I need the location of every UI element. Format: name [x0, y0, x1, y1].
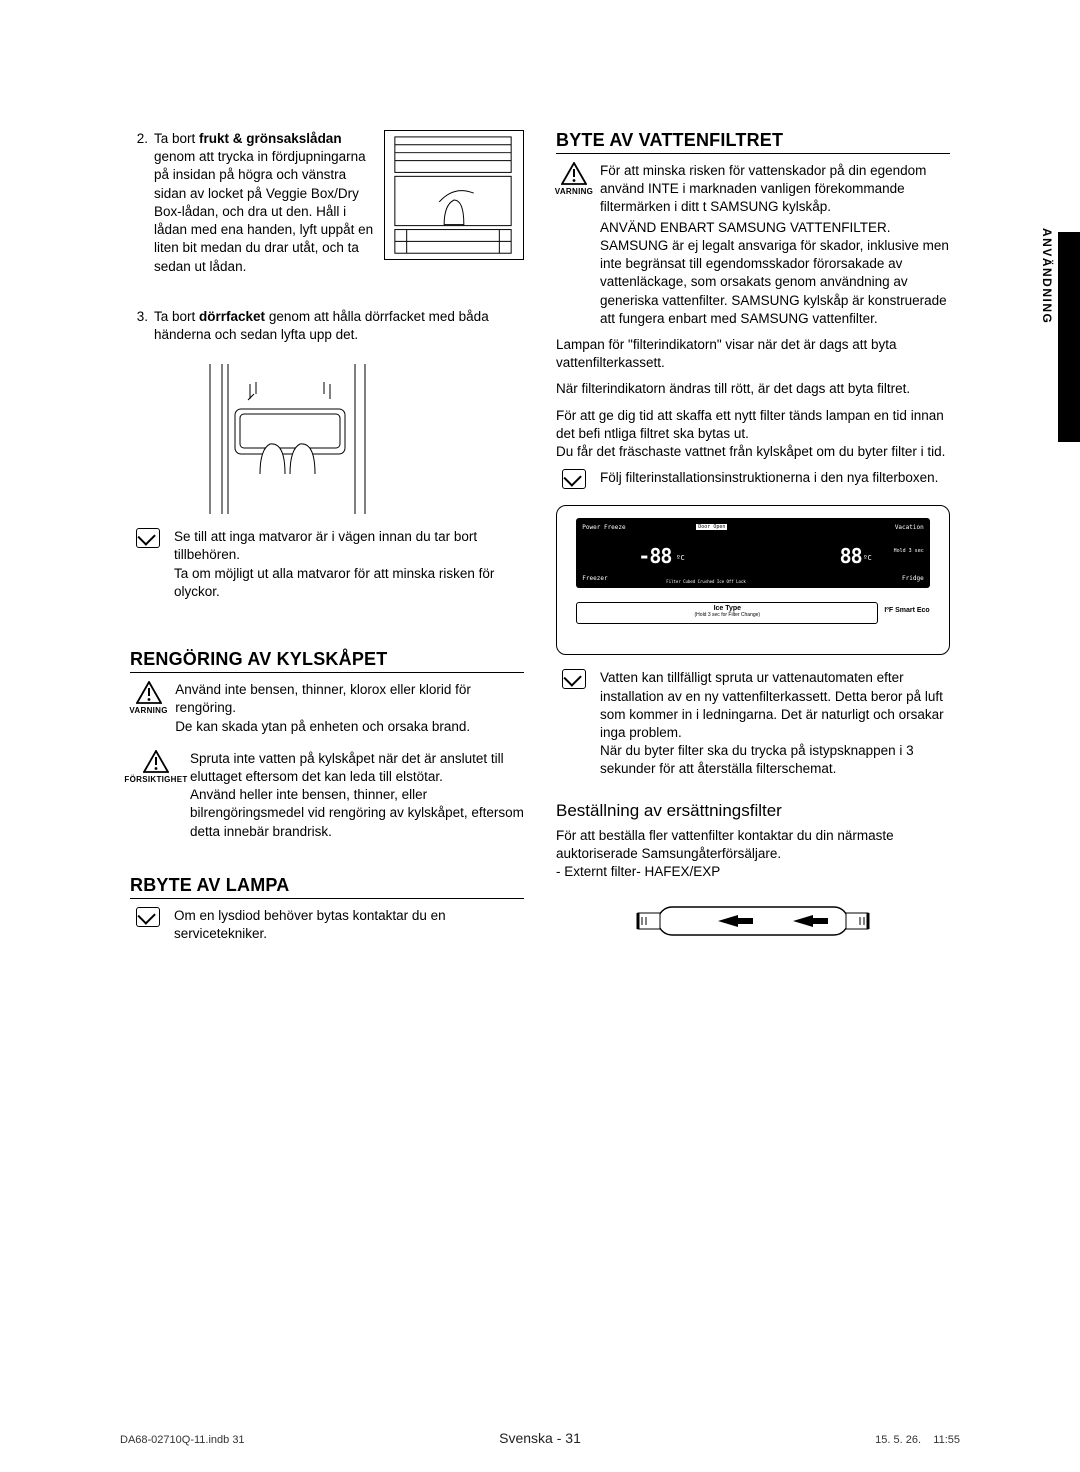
note-spray-a: Vatten kan tillfälligt spruta ur vattena…: [600, 669, 950, 742]
note-accessories: Se till att inga matvaror är i vägen inn…: [130, 528, 524, 601]
footer-page: - 31: [557, 1430, 581, 1446]
panel-ice-type: Ice Type: [577, 605, 877, 612]
step-3: 3. Ta bort dörrfacket genom att hålla dö…: [130, 308, 524, 344]
panel-ice-sub: (Hold 3 sec for Filter Change): [577, 612, 877, 618]
step-3-body: Ta bort dörrfacket genom att hålla dörrf…: [154, 308, 524, 344]
warn-2b: Använd heller inte bensen, thinner, elle…: [190, 786, 524, 841]
step-2-num: 2.: [130, 130, 148, 276]
note-spray-b: När du byter filter ska du trycka på ist…: [600, 742, 950, 778]
caution-label: FÖRSIKTIGHET: [124, 775, 187, 786]
heading-lamp: RBYTE AV LAMPA: [130, 875, 524, 899]
panel-fridge: Fridge: [902, 575, 924, 582]
warn-1b: De kan skada ytan på enheten och orsaka …: [175, 718, 524, 736]
page-content: 2.: [130, 130, 950, 1290]
panel-vacation: Vacation: [895, 524, 924, 531]
step-3-lead: Ta bort: [154, 309, 199, 324]
step-3-num: 3.: [130, 308, 148, 344]
left-column: 2.: [130, 130, 528, 1290]
panel-hold: Hold 3 sec: [894, 548, 924, 554]
footer-right: 15. 5. 26. 11:55: [875, 1434, 960, 1446]
warning-label: VARNING: [129, 706, 167, 717]
step-2-tail: genom att trycka in fördjupningarna på i…: [154, 149, 373, 273]
note-follow-text: Följ filterinstallationsinstruktionerna …: [600, 469, 938, 489]
note-1b: Ta om möjligt ut alla matvaror för att m…: [174, 565, 524, 601]
drawer-figure: [384, 130, 524, 260]
order-text: För att beställa fler vattenfilter konta…: [556, 827, 950, 882]
filter-warning-text: För att minska risken för vattenskador p…: [600, 162, 950, 328]
door-bin-figure: [190, 364, 390, 514]
para-indicator-red: När filterindikatorn ändras till rött, ä…: [556, 380, 950, 398]
para-time-a: För att ge dig tid att skaffa ett nytt f…: [556, 408, 944, 441]
side-tab: [1058, 232, 1080, 442]
panel-right-88: 88: [840, 544, 862, 568]
warning-icon: VARNING: [130, 681, 167, 736]
control-panel-figure: Power Freeze Freezer Vacation Fridge Hol…: [556, 505, 950, 655]
heading-cleaning: RENGÖRING AV KYLSKÅPET: [130, 649, 524, 673]
note-follow-instructions: Följ filterinstallationsinstruktionerna …: [556, 469, 950, 489]
step-2-body: Ta bort frukt & grönsakslådan genom att …: [154, 130, 524, 276]
para-indicator-lamp: Lampan för "filterindikatorn" visar när …: [556, 336, 950, 372]
note-spray-text: Vatten kan tillfälligt spruta ur vattena…: [600, 669, 950, 778]
filter-warning: VARNING För att minska risken för vatten…: [556, 162, 950, 328]
panel-power-freeze: Power Freeze: [582, 524, 625, 531]
control-panel-display: Power Freeze Freezer Vacation Fridge Hol…: [576, 518, 929, 588]
right-column: BYTE AV VATTENFILTRET VARNING För att mi…: [552, 130, 950, 1290]
warning-chemicals-text: Använd inte bensen, thinner, klorox elle…: [175, 681, 524, 736]
heading-filter: BYTE AV VATTENFILTRET: [556, 130, 950, 154]
panel-filter-row: Filter Cubed Crushed Ice Off Lock: [666, 579, 745, 584]
panel-smart-eco: IºF Smart Eco: [884, 607, 929, 614]
panel-freezer: Freezer: [582, 575, 607, 582]
panel-deg-l: ºC: [676, 554, 684, 562]
note-water-spray: Vatten kan tillfälligt spruta ur vattena…: [556, 669, 950, 778]
step-3-bold: dörrfacket: [199, 309, 265, 324]
footer-lang: Svenska: [499, 1430, 553, 1446]
footer-left: DA68-02710Q-11.indb 31: [120, 1434, 245, 1446]
panel-ice-type-button: Ice Type (Hold 3 sec for Filter Change): [576, 602, 878, 624]
order-p: För att beställa fler vattenfilter konta…: [556, 828, 894, 861]
heading-order-filter: Beställning av ersättningsfilter: [556, 801, 950, 821]
step-2-lead: Ta bort: [154, 131, 199, 146]
note-accessories-text: Se till att inga matvaror är i vägen inn…: [174, 528, 524, 601]
step-2: 2.: [130, 130, 524, 276]
lamp-note: Om en lysdiod behöver bytas kontaktar du…: [130, 907, 524, 943]
note-icon: [556, 669, 592, 778]
note-icon: [556, 469, 592, 489]
panel-left-88: -88: [638, 544, 671, 568]
caution-icon: FÖRSIKTIGHET: [130, 750, 182, 841]
caution-water: FÖRSIKTIGHET Spruta inte vatten på kylsk…: [130, 750, 524, 841]
warning-chemicals: VARNING Använd inte bensen, thinner, klo…: [130, 681, 524, 736]
warning-label: VARNING: [555, 187, 593, 198]
footer-time: 11:55: [933, 1434, 960, 1446]
note-icon: [130, 907, 166, 943]
side-section-label: ANVÄNDNING: [1040, 228, 1054, 324]
panel-door-open: Door Open: [696, 524, 727, 530]
para-time-b: Du får det fräschaste vattnet från kylsk…: [556, 444, 945, 459]
panel-deg-r: ºC: [863, 554, 871, 562]
external-filter-figure: [628, 893, 878, 948]
step-2-bold: frukt & grönsakslådan: [199, 131, 342, 146]
caution-water-text: Spruta inte vatten på kylskåpet när det …: [190, 750, 524, 841]
note-icon: [130, 528, 166, 601]
footer-date: 15. 5. 26.: [875, 1434, 921, 1446]
para-time: För att ge dig tid att skaffa ett nytt f…: [556, 407, 950, 462]
filter-warn-p1: För att minska risken för vattenskador p…: [600, 162, 950, 217]
warn-1a: Använd inte bensen, thinner, klorox elle…: [175, 681, 524, 717]
order-item: - Externt filter- HAFEX/EXP: [556, 864, 720, 879]
note-1a: Se till att inga matvaror är i vägen inn…: [174, 528, 524, 564]
lamp-note-text: Om en lysdiod behöver bytas kontaktar du…: [174, 907, 524, 943]
warn-2a: Spruta inte vatten på kylskåpet när det …: [190, 750, 524, 786]
filter-warn-p2: ANVÄND ENBART SAMSUNG VATTENFILTER. SAMS…: [600, 219, 950, 328]
warning-icon: VARNING: [556, 162, 592, 328]
